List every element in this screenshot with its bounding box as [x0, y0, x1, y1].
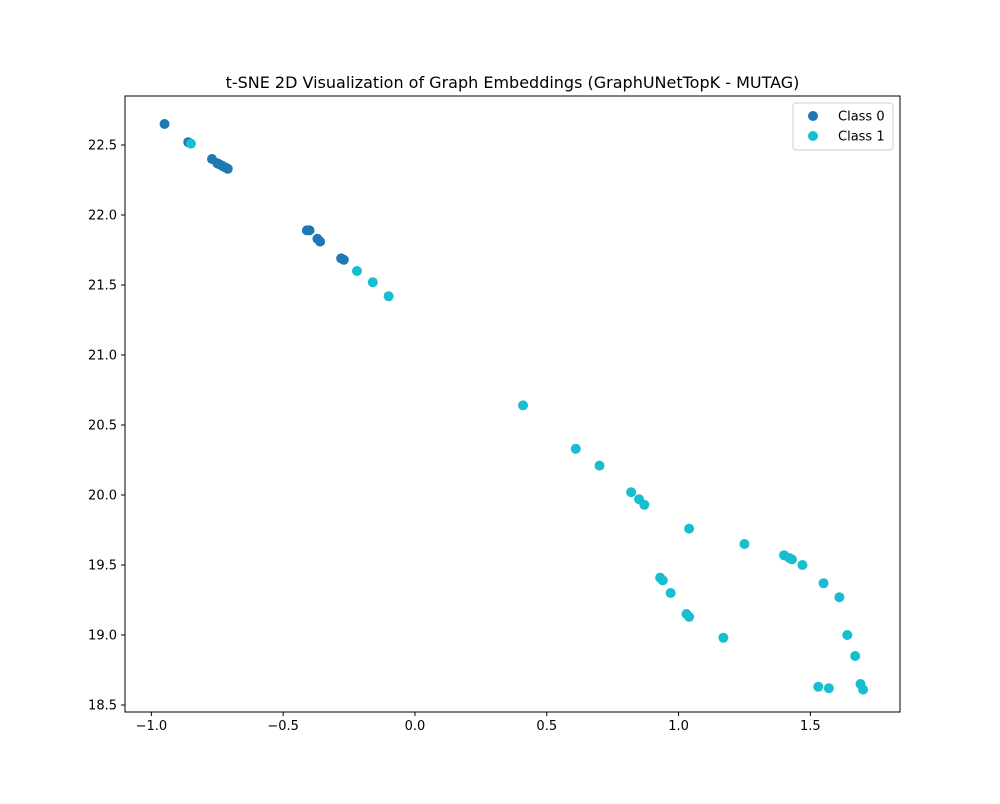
- scatter-point-class0: [315, 236, 326, 247]
- scatter-point-class1: [594, 460, 605, 471]
- scatter-point-class1: [657, 575, 668, 586]
- scatter-point-class1: [684, 611, 695, 622]
- y-tick-label: 19.0: [88, 629, 117, 644]
- plot-frame: [124, 95, 901, 713]
- scatter-point-class1: [850, 651, 861, 661]
- legend-box: [792, 102, 894, 151]
- y-tick-label: 19.5: [88, 559, 117, 574]
- scatter-point-class1: [718, 632, 729, 643]
- scatter-point-class0: [222, 163, 233, 174]
- y-tick-label: 21.5: [88, 279, 117, 294]
- x-tick-label: 1.0: [668, 719, 689, 734]
- x-tick-label: 0.5: [536, 719, 557, 734]
- y-tick-label: 18.5: [88, 699, 117, 714]
- plot-area: [159, 119, 869, 695]
- scatter-point-class1: [351, 266, 362, 276]
- scatter-point-class1: [185, 138, 196, 149]
- scatter-point-class0: [304, 225, 315, 236]
- legend-marker-class1: [808, 131, 818, 141]
- legend-label: Class 0: [838, 110, 885, 125]
- y-tick-label: 22.0: [88, 209, 117, 224]
- scatter-point-class1: [842, 630, 853, 640]
- scatter-point-class1: [518, 400, 529, 411]
- x-tick-label: −1.0: [136, 719, 168, 734]
- scatter-point-class1: [684, 523, 695, 534]
- chart-title: t-SNE 2D Visualization of Graph Embeddin…: [226, 73, 800, 92]
- scatter-point-class1: [665, 588, 676, 598]
- scatter-point-class1: [813, 681, 824, 692]
- y-tick-label: 21.0: [88, 349, 117, 364]
- y-tick-label: 20.0: [88, 489, 117, 504]
- scatter-point-class1: [823, 683, 834, 694]
- y-tick-label: 22.5: [88, 139, 117, 154]
- scatter-point-class1: [834, 592, 845, 603]
- x-tick-label: 1.5: [800, 719, 821, 734]
- scatter-point-class1: [626, 487, 637, 498]
- scatter-point-class1: [797, 560, 808, 570]
- scatter-point-class1: [739, 539, 750, 549]
- scatter-point-class1: [367, 277, 378, 288]
- scatter-point-class1: [570, 443, 581, 454]
- x-tick-label: −0.5: [267, 719, 299, 734]
- x-tick-label: 0.0: [405, 719, 426, 734]
- scatter-point-class0: [159, 119, 170, 129]
- scatter-point-class1: [639, 499, 650, 510]
- legend-marker-class0: [808, 111, 818, 121]
- scatter-point-class1: [818, 578, 829, 589]
- legend: Class 0 Class 1: [792, 102, 894, 151]
- y-tick-label: 20.5: [88, 419, 117, 434]
- axes: −1.0 −0.5 0.0 0.5 1.0 1.5 18.5 19.0 19.5 20.0 20.5…: [88, 139, 821, 735]
- scatter-point-class1: [383, 291, 394, 302]
- scatter-point-class1: [858, 684, 869, 695]
- legend-label: Class 1: [838, 130, 885, 145]
- scatter-point-class0: [338, 254, 349, 265]
- scatter-point-class1: [786, 554, 797, 565]
